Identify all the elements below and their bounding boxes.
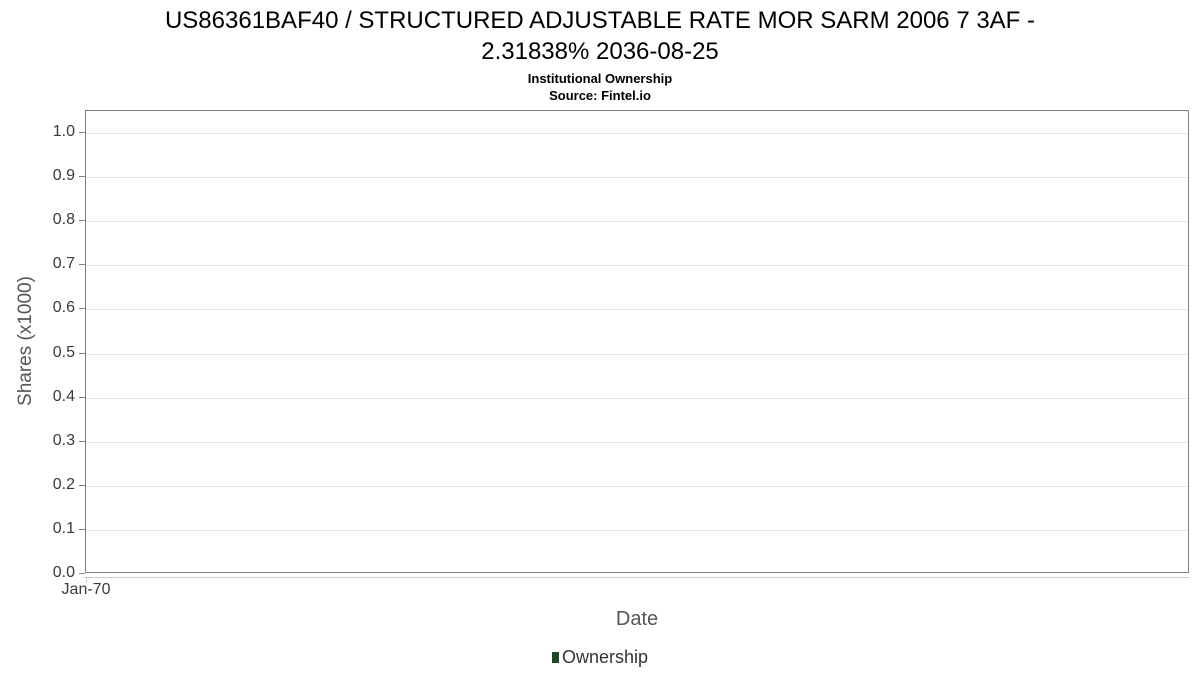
gridline-0.3 [86,442,1188,443]
y-tick-label-0.4: 0.4 [52,388,75,405]
y-tick-mark-0.6 [79,308,85,309]
legend-swatch-ownership-icon [551,652,559,663]
y-axis-title: Shares (x1000) [15,276,36,406]
gridline-0.7 [86,265,1188,266]
y-tick-mark-0.9 [79,176,85,177]
chart-header: US86361BAF40 / STRUCTURED ADJUSTABLE RAT… [0,5,1200,104]
gridline-1.0 [86,133,1188,134]
chart-subtitle: Institutional Ownership [527,71,673,86]
y-tick-label-0.7: 0.7 [52,255,75,272]
y-tick-label-0.6: 0.6 [52,299,75,316]
y-tick-mark-0.1 [79,529,85,530]
y-tick-label-0.8: 0.8 [52,211,75,228]
gridline-0.1 [86,530,1188,531]
legend-item-ownership[interactable]: Ownership [551,647,649,668]
y-tick-mark-0.3 [79,441,85,442]
x-axis-line [84,577,1190,578]
y-tick-mark-0.4 [79,397,85,398]
chart-title-line2: 2.31838% 2036-08-25 [481,38,719,65]
gridline-0.4 [86,398,1188,399]
plot-area [85,110,1189,573]
y-tick-label-0.5: 0.5 [52,344,75,361]
y-tick-mark-0.0 [79,573,85,574]
y-tick-label-0.0: 0.0 [52,564,75,581]
chart-source-label: Source: Fintel.io [549,88,651,103]
gridline-0.8 [86,221,1188,222]
x-tick-mark [86,577,87,583]
legend: Ownership [551,647,649,668]
y-tick-mark-1.0 [79,132,85,133]
y-tick-mark-0.2 [79,485,85,486]
chart-title-line1: US86361BAF40 / STRUCTURED ADJUSTABLE RAT… [164,7,1036,34]
gridline-0.2 [86,486,1188,487]
gridline-0.6 [86,309,1188,310]
y-tick-label-0.9: 0.9 [52,167,75,184]
chart-title: US86361BAF40 / STRUCTURED ADJUSTABLE RAT… [40,5,1160,67]
x-axis-title: Date [615,608,659,630]
gridline-0.9 [86,177,1188,178]
y-tick-label-0.2: 0.2 [52,476,75,493]
y-tick-label-0.3: 0.3 [52,432,75,449]
y-tick-mark-0.8 [79,220,85,221]
x-tick-label-jan-70: Jan-70 [61,581,111,598]
y-tick-label-1.0: 1.0 [52,123,75,140]
y-tick-label-0.1: 0.1 [52,520,75,537]
legend-label-ownership: Ownership [561,647,649,667]
y-tick-mark-0.5 [79,353,85,354]
gridline-0.5 [86,354,1188,355]
y-tick-mark-0.7 [79,264,85,265]
